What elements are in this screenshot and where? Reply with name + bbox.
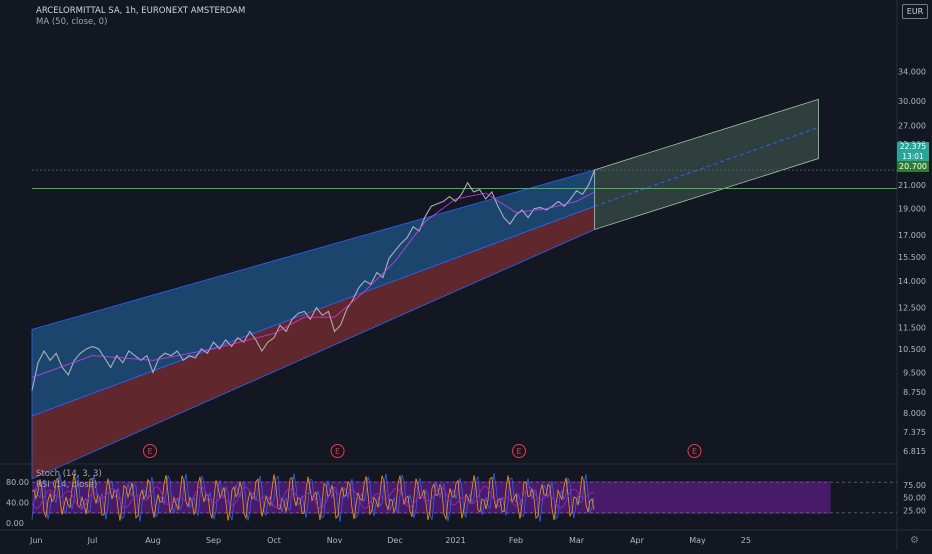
settings-gear-icon[interactable]: ⚙ xyxy=(910,535,919,546)
price-axis-tick: 9.500 xyxy=(903,368,926,377)
upper-channel-band xyxy=(31,169,596,417)
series-layer xyxy=(31,169,596,391)
time-axis-tick: Sep xyxy=(206,536,221,545)
time-axis-tick: Dec xyxy=(387,536,402,545)
price-axis-tick: 7.375 xyxy=(903,428,926,437)
rsi-axis-tick: 75.00 xyxy=(903,481,926,490)
price-axis-tick: 34.000 xyxy=(898,67,926,76)
price-axis-tick: 17.000 xyxy=(898,231,926,240)
time-axis-tick: Mar xyxy=(569,536,585,545)
currency-button[interactable]: EUR xyxy=(902,4,928,19)
price-axis-tick: 19.000 xyxy=(898,205,926,214)
time-axis-tick: Jun xyxy=(29,536,43,545)
stoch-k-line xyxy=(31,472,595,522)
earnings-letter: E xyxy=(692,447,697,456)
price-axis-tick: 15.500 xyxy=(898,253,926,262)
price-axis: 34.00030.00027.00025.00023.00021.00019.0… xyxy=(898,67,926,456)
earnings-marker: E xyxy=(512,444,527,458)
earnings-letter: E xyxy=(147,447,152,456)
indicator-pane: 80.00 40.00 0.00 75.00 50.00 25.00 xyxy=(6,472,926,528)
bar-countdown: 13:01 xyxy=(902,152,924,161)
line-price-tag: 20.700 xyxy=(897,161,929,172)
earnings-circle xyxy=(142,444,157,458)
price-axis-tick: 27.000 xyxy=(898,122,926,131)
price-axis-tick: 30.000 xyxy=(898,97,926,106)
earnings-marker: E xyxy=(330,444,345,458)
earnings-circle xyxy=(512,444,527,458)
stoch-axis-tick: 80.00 xyxy=(6,478,29,487)
rsi-axis-tick: 50.00 xyxy=(903,494,926,503)
price-axis-tick: 8.750 xyxy=(903,388,926,397)
earnings-marker: E xyxy=(687,444,702,458)
time-axis-tick: May xyxy=(689,536,706,545)
price-axis-tick: 12.500 xyxy=(898,304,926,313)
price-axis-tick: 8.000 xyxy=(903,409,926,418)
symbol-title: ARCELORMITTAL SA, 1h, EURONEXT AMSTERDAM xyxy=(36,6,246,16)
time-axis-tick: Feb xyxy=(509,536,523,545)
time-axis-tick: 2021 xyxy=(445,536,465,545)
time-axis: Jun Jul Aug Sep Oct Nov Dec 2021 Feb Mar Apr May 25 xyxy=(29,536,751,545)
earnings-letter: E xyxy=(335,447,340,456)
time-axis-tick: Jul xyxy=(87,536,98,545)
time-axis-tick: Aug xyxy=(145,536,161,545)
price-axis-tick: 11.500 xyxy=(898,323,926,332)
rsi-axis-tick: 25.00 xyxy=(903,506,926,515)
projection-channel-band xyxy=(594,98,819,231)
stoch-axis-tick: 0.00 xyxy=(6,519,24,528)
price-axis-tick: 10.500 xyxy=(898,345,926,354)
earnings-circle xyxy=(330,444,345,458)
time-axis-tick: Nov xyxy=(327,536,343,545)
time-axis-tick: 25 xyxy=(741,536,751,545)
stoch-indicator-label[interactable]: Stoch (14, 3, 3) xyxy=(36,469,102,479)
channel-layer xyxy=(31,98,819,480)
projection-midline xyxy=(594,127,819,207)
rsi-line xyxy=(31,486,595,509)
last-price-tag: 22.375 13:01 xyxy=(897,142,929,162)
rsi-indicator-label[interactable]: RSI (14, close) xyxy=(36,480,98,490)
stoch-axis-tick: 40.00 xyxy=(6,499,29,508)
price-axis-tick: 14.000 xyxy=(898,277,926,286)
ma-indicator-label[interactable]: MA (50, close, 0) xyxy=(36,17,108,27)
ma-series-line xyxy=(31,191,595,378)
last-price-value: 22.375 xyxy=(899,142,927,151)
earnings-marker: E xyxy=(142,444,157,458)
time-axis-tick: Oct xyxy=(267,536,281,545)
price-axis-tick: 6.815 xyxy=(903,447,926,456)
price-series-line xyxy=(31,169,596,391)
price-axis-tick: 21.000 xyxy=(898,181,926,190)
earnings-circle xyxy=(687,444,702,458)
time-axis-tick: Apr xyxy=(630,536,645,545)
earnings-letter: E xyxy=(516,447,521,456)
